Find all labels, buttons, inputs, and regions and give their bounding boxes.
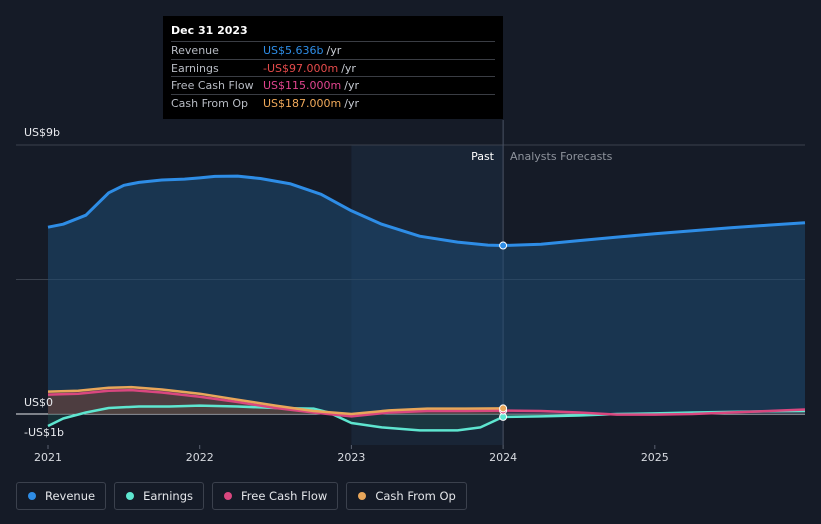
highlight-point-revenue <box>499 241 508 250</box>
legend-item-cash-from-op[interactable]: Cash From Op <box>346 482 467 510</box>
tooltip-unit: /yr <box>326 44 342 57</box>
tooltip-row-revenue: Revenue US$5.636b /yr <box>171 41 495 59</box>
tooltip-value: US$5.636b <box>263 44 324 57</box>
tooltip-row-earnings: Earnings -US$97.000m /yr <box>171 58 495 77</box>
x-tick-label: 2021 <box>34 451 62 464</box>
legend-item-free-cash-flow[interactable]: Free Cash Flow <box>212 482 339 510</box>
legend-dot-icon <box>358 492 367 500</box>
tooltip-value: US$187.000m <box>263 96 342 110</box>
legend-label: Revenue <box>45 489 96 503</box>
legend-label: Free Cash Flow <box>241 489 328 503</box>
tooltip-row-free-cash-flow: Free Cash Flow US$115.000m /yr <box>171 76 495 94</box>
x-axis-ticks: 2021 2022 2023 2024 2025 <box>34 445 669 464</box>
series-line-cash-from-op <box>47 385 504 416</box>
highlight-point-cash-from-op <box>499 404 508 413</box>
tooltip-value: US$115.000m <box>263 79 342 92</box>
x-tick-label: 2024 <box>489 451 517 464</box>
series-layer <box>47 174 806 432</box>
tooltip-label: Free Cash Flow <box>171 79 254 92</box>
series-line-revenue <box>47 174 806 247</box>
tooltip-unit: /yr <box>344 79 359 92</box>
past-zone-label: Past <box>471 150 495 163</box>
series-area-free-cash-flow <box>48 390 805 417</box>
series-area-earnings <box>48 405 805 431</box>
legend-dot-icon <box>224 492 232 500</box>
legend-label: Earnings <box>143 489 193 503</box>
legend-dot-icon <box>28 492 36 500</box>
series-area-revenue <box>48 176 805 414</box>
legend-label: Cash From Op <box>375 489 456 503</box>
highlight-markers <box>499 241 508 421</box>
y-axis-zero-label: US$0 <box>24 396 53 409</box>
y-axis-bottom-label: -US$1b <box>24 426 64 439</box>
x-tick-label: 2022 <box>186 451 214 464</box>
x-tick-label: 2023 <box>337 451 365 464</box>
series-line-free-cash-flow <box>47 388 806 418</box>
legend-item-earnings[interactable]: Earnings <box>114 482 204 510</box>
tooltip-value: -US$97.000m <box>263 61 339 75</box>
x-tick-label: 2025 <box>641 451 669 464</box>
tooltip-unit: /yr <box>341 61 356 75</box>
legend-dot-icon <box>126 492 135 500</box>
axis-labels: US$9b US$0 -US$1b Past Analysts Forecast… <box>24 126 613 439</box>
legend-item-revenue[interactable]: Revenue <box>16 482 107 510</box>
tooltip-label: Revenue <box>171 44 219 57</box>
forecast-zone-label: Analysts Forecasts <box>510 150 613 163</box>
tooltip-label: Cash From Op <box>171 96 249 110</box>
tooltip: Dec 31 2023 Revenue US$5.636b /yr Earnin… <box>163 16 503 119</box>
tooltip-label: Earnings <box>171 61 219 75</box>
legend: Revenue Earnings Free Cash Flow Cash Fro… <box>16 482 467 510</box>
y-axis-top-label: US$9b <box>24 126 60 139</box>
tooltip-row-cash-from-op: Cash From Op US$187.000m /yr <box>171 93 495 112</box>
tooltip-unit: /yr <box>344 96 359 110</box>
tooltip-date: Dec 31 2023 <box>171 24 248 37</box>
